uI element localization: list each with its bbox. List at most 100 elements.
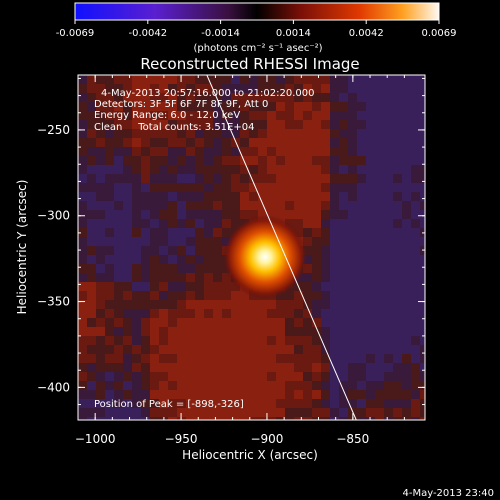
heatmap-cell xyxy=(294,201,304,211)
heatmap-cell xyxy=(267,183,277,193)
heatmap-cell xyxy=(132,75,142,85)
heatmap-cell xyxy=(150,300,160,310)
heatmap-cell xyxy=(357,309,367,319)
heatmap-cell xyxy=(249,75,259,85)
heatmap-cell xyxy=(159,138,169,148)
heatmap-cell xyxy=(393,264,403,274)
heatmap-cell xyxy=(267,84,277,94)
heatmap-cell xyxy=(96,255,106,265)
heatmap-cell xyxy=(168,354,178,364)
heatmap-cell xyxy=(123,120,133,130)
heatmap-cell xyxy=(249,390,259,400)
heatmap-cell xyxy=(321,372,331,382)
heatmap-cell xyxy=(339,345,349,355)
heatmap-cell xyxy=(159,291,169,301)
heatmap-cell xyxy=(186,336,196,346)
heatmap-cell xyxy=(294,210,304,220)
heatmap-cell xyxy=(114,129,124,139)
heatmap-cell xyxy=(285,363,295,373)
heatmap-cell xyxy=(285,381,295,391)
heatmap-cell xyxy=(258,129,268,139)
heatmap-cell xyxy=(393,201,403,211)
heatmap-cell xyxy=(375,354,385,364)
heatmap-cell xyxy=(87,264,97,274)
heatmap-cell xyxy=(420,345,425,355)
heatmap-cell xyxy=(348,264,358,274)
heatmap-cell xyxy=(141,174,151,184)
heatmap-cell xyxy=(384,192,394,202)
heatmap-cell xyxy=(294,138,304,148)
heatmap-cell xyxy=(393,318,403,328)
heatmap-cell xyxy=(96,237,106,247)
heatmap-cell xyxy=(339,120,349,130)
heatmap-cell xyxy=(276,183,286,193)
heatmap-cell xyxy=(366,129,376,139)
heatmap-cell xyxy=(393,120,403,130)
heatmap-cell xyxy=(312,111,322,121)
heatmap-cell xyxy=(294,156,304,166)
heatmap-cell xyxy=(168,300,178,310)
heatmap-cell xyxy=(249,93,259,103)
heatmap-cell xyxy=(276,102,286,112)
heatmap-cell xyxy=(195,390,205,400)
heatmap-cell xyxy=(321,192,331,202)
heatmap-cell xyxy=(141,102,151,112)
heatmap-cell xyxy=(231,399,241,409)
heatmap-cell xyxy=(357,417,367,420)
heatmap-cell xyxy=(240,336,250,346)
heatmap-cell xyxy=(294,93,304,103)
heatmap-cell xyxy=(186,156,196,166)
heatmap-cell xyxy=(375,345,385,355)
heatmap-cell xyxy=(78,129,88,139)
heatmap-cell xyxy=(276,210,286,220)
heatmap-cell xyxy=(366,399,376,409)
heatmap-cell xyxy=(330,246,340,256)
heatmap-cell xyxy=(168,399,178,409)
heatmap-cell xyxy=(285,201,295,211)
heatmap-cell xyxy=(330,381,340,391)
heatmap-cell xyxy=(168,246,178,256)
heatmap-cell xyxy=(258,300,268,310)
heatmap-cell xyxy=(195,336,205,346)
heatmap-cell xyxy=(339,147,349,157)
heatmap-cell xyxy=(141,381,151,391)
heatmap-cell xyxy=(402,183,412,193)
heatmap-cell xyxy=(132,93,142,103)
heatmap-cell xyxy=(123,237,133,247)
heatmap-cell xyxy=(87,300,97,310)
heatmap-cell xyxy=(186,129,196,139)
heatmap-cell xyxy=(330,318,340,328)
heatmap-cell xyxy=(240,174,250,184)
heatmap-cell xyxy=(384,120,394,130)
heatmap-cell xyxy=(96,75,106,85)
heatmap-cell xyxy=(177,129,187,139)
heatmap-cell xyxy=(285,93,295,103)
heatmap-cell xyxy=(267,156,277,166)
heatmap-cell xyxy=(312,93,322,103)
heatmap-cell xyxy=(249,147,259,157)
heatmap-cell xyxy=(204,255,214,265)
heatmap-cell xyxy=(384,111,394,121)
heatmap-cell xyxy=(186,381,196,391)
heatmap-cell xyxy=(150,345,160,355)
heatmap-cell xyxy=(186,363,196,373)
heatmap-cell xyxy=(78,237,88,247)
heatmap-cell xyxy=(420,255,425,265)
heatmap-cell xyxy=(366,192,376,202)
heatmap-cell xyxy=(339,336,349,346)
heatmap-cell xyxy=(231,129,241,139)
heatmap-cell xyxy=(276,417,286,420)
heatmap-cell xyxy=(258,390,268,400)
heatmap-cell xyxy=(348,156,358,166)
heatmap-cell xyxy=(114,138,124,148)
heatmap-cell xyxy=(123,84,133,94)
heatmap-cell xyxy=(78,381,88,391)
heatmap-cell xyxy=(78,219,88,229)
heatmap-cell xyxy=(384,219,394,229)
heatmap-cell xyxy=(249,102,259,112)
heatmap-cell xyxy=(105,120,115,130)
heatmap-cell xyxy=(240,102,250,112)
heatmap-cell xyxy=(231,345,241,355)
heatmap-cell xyxy=(222,363,232,373)
